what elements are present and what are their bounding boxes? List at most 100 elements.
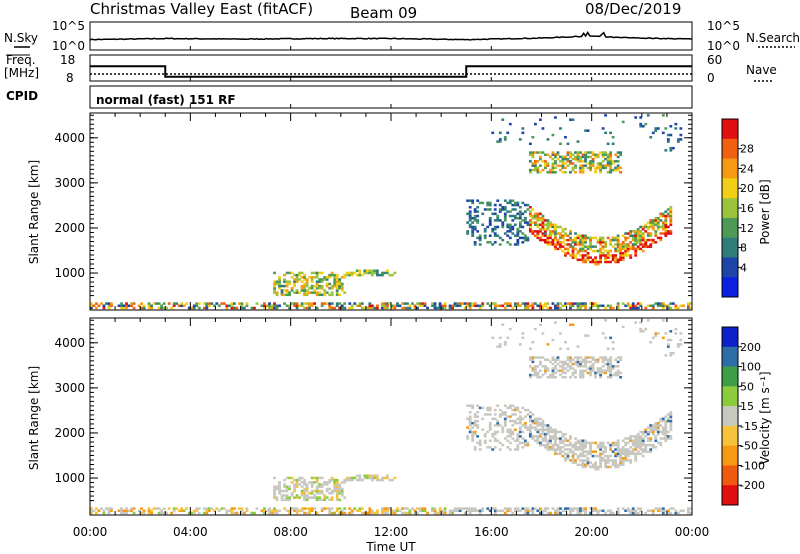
- power-cell: [614, 166, 618, 170]
- velocity-cell: [559, 511, 562, 515]
- velocity-cell: [350, 511, 354, 515]
- power-cell: [335, 291, 339, 294]
- velocity-cell: [646, 450, 650, 453]
- velocity-cell: [584, 441, 587, 445]
- power-cell: [584, 258, 587, 262]
- power-cell: [162, 302, 166, 305]
- power-cell: [544, 164, 547, 167]
- velocity-cell: [639, 509, 643, 513]
- velocity-cell: [594, 360, 597, 364]
- power-cell: [212, 304, 216, 308]
- power-cell: [621, 243, 625, 246]
- velocity-cell: [626, 437, 630, 440]
- velocity-cell: [649, 443, 653, 447]
- power-cell: [433, 306, 437, 310]
- power-cell: [240, 302, 244, 305]
- velocity-cell: [649, 430, 653, 434]
- power-cell: [328, 282, 332, 286]
- power-cell: [549, 221, 552, 224]
- velocity-cell: [601, 459, 605, 462]
- velocity-cell: [579, 448, 582, 451]
- power-cell: [604, 306, 608, 310]
- velocity-cell: [528, 432, 532, 436]
- power-cell: [621, 256, 625, 259]
- power-cell: [569, 236, 572, 240]
- power-cell: [561, 230, 565, 233]
- velocity-cell: [581, 376, 585, 379]
- power-cell: [544, 227, 547, 231]
- power-cell: [629, 306, 633, 310]
- power-cell: [559, 168, 562, 172]
- velocity-cell: [533, 327, 537, 331]
- power-cell: [661, 302, 665, 305]
- power-cell: [556, 247, 560, 251]
- velocity-cell: [629, 446, 633, 449]
- velocity-cell: [385, 507, 389, 510]
- power-cell: [320, 271, 324, 275]
- velocity-cell: [634, 509, 638, 513]
- power-cell: [95, 302, 98, 305]
- velocity-cell: [579, 373, 582, 377]
- velocity-cell: [318, 496, 322, 499]
- velocity-cell: [506, 439, 510, 442]
- velocity-cell: [496, 421, 500, 425]
- velocity-cell: [689, 507, 693, 510]
- velocity-cell: [624, 459, 628, 462]
- power-cell: [621, 120, 625, 124]
- power-cell: [303, 278, 307, 281]
- power-cell: [521, 201, 525, 205]
- power-cell: [105, 302, 108, 305]
- power-cell: [278, 276, 281, 279]
- velocity-cell: [644, 435, 648, 438]
- power-cell: [571, 304, 575, 308]
- power-cell: [305, 280, 309, 283]
- velocity-cell: [609, 465, 613, 469]
- velocity-cell: [498, 448, 502, 451]
- power-cell: [616, 247, 620, 251]
- velocity-cell: [370, 509, 374, 513]
- power-cell: [375, 304, 379, 308]
- power-cell: [604, 254, 608, 257]
- power-cell: [303, 306, 307, 310]
- velocity-cell: [564, 443, 567, 447]
- power-cell: [571, 245, 575, 248]
- velocity-cell: [237, 507, 241, 510]
- velocity-cell: [518, 421, 522, 425]
- velocity-cell: [571, 509, 575, 513]
- power-cell: [634, 236, 638, 240]
- velocity-cell: [559, 437, 562, 440]
- velocity-cell: [268, 507, 271, 510]
- velocity-cell: [566, 358, 570, 361]
- velocity-cell: [328, 509, 332, 513]
- velocity-cell: [523, 421, 527, 425]
- power-cell: [566, 164, 570, 167]
- velocity-cell: [288, 487, 291, 491]
- power-cell: [310, 304, 314, 308]
- power-cell: [589, 260, 592, 264]
- power-cell: [681, 304, 685, 308]
- velocity-cell: [594, 450, 597, 453]
- velocity-cell: [614, 443, 618, 447]
- power-cell: [634, 306, 638, 310]
- velocity-cell: [541, 421, 545, 425]
- velocity-cell: [624, 441, 628, 445]
- power-cell: [599, 151, 602, 154]
- power-cell: [666, 208, 670, 211]
- velocity-cell: [676, 511, 680, 515]
- velocity-cell: [601, 360, 605, 364]
- velocity-cell: [443, 511, 447, 515]
- power-cell: [651, 223, 655, 227]
- velocity-cell: [283, 478, 286, 482]
- power-cell: [556, 302, 560, 305]
- velocity-cell: [621, 507, 625, 510]
- velocity-cell: [190, 511, 194, 515]
- power-cell: [549, 232, 552, 235]
- velocity-cell: [536, 428, 540, 432]
- velocity-cell: [528, 373, 532, 377]
- velocity-cell: [619, 356, 623, 359]
- power-cell: [546, 223, 550, 227]
- power-cell: [579, 157, 582, 161]
- power-cell: [230, 302, 234, 305]
- power-cell: [646, 225, 650, 229]
